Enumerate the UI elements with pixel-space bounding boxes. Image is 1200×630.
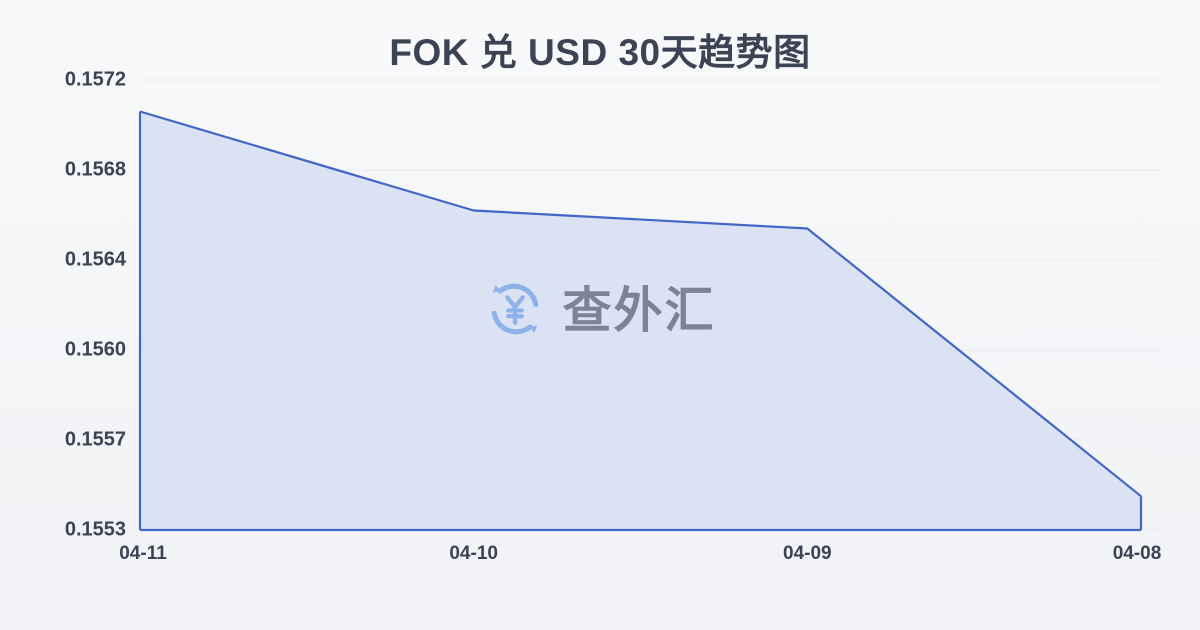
axis-lines (138, 111, 1143, 532)
y-axis-tick-label: 0.1572 (64, 68, 126, 91)
y-axis-tick-label: 0.1564 (64, 248, 126, 271)
x-axis-tick-label: 04-10 (449, 543, 498, 564)
series-area-fill (140, 111, 1141, 530)
y-axis-tick-label: 0.1557 (64, 428, 126, 451)
x-axis-tick-label: 04-11 (119, 543, 167, 564)
series-line-path (139, 110, 1142, 498)
y-axis-tick-label: 0.1560 (64, 338, 126, 361)
y-axis-tick-label: 0.1553 (64, 518, 126, 541)
area-fill-path (140, 111, 1141, 530)
y-axis: 0.1572 0.1568 0.1564 0.1560 0.1557 0.1553 (0, 0, 126, 630)
chart-title: FOK 兑 USD 30天趋势图 (389, 32, 811, 73)
y-axis-tick-label: 0.1568 (64, 158, 126, 181)
x-axis-tick-label: 04-09 (783, 543, 832, 564)
x-axis-tick-label: 04-08 (1112, 543, 1162, 564)
series-line (139, 110, 1142, 498)
